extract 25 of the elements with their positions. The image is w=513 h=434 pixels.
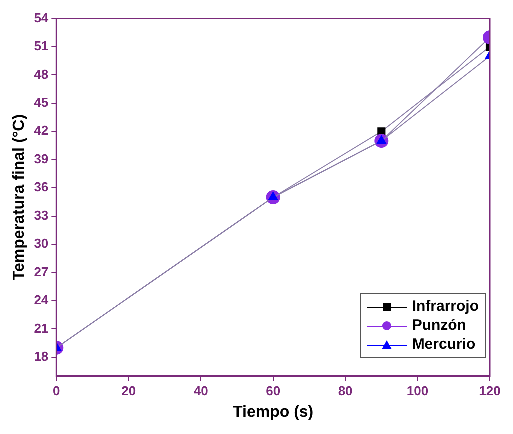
y-tick-label: 27 — [34, 264, 49, 280]
y-tick-label: 54 — [34, 10, 50, 26]
legend-label: Mercurio — [412, 335, 476, 354]
y-axis-title: Temperatura final (°C) — [11, 114, 28, 281]
y-tick-label: 42 — [34, 123, 49, 138]
y-tick-label: 33 — [34, 208, 49, 223]
x-tick-label: 120 — [479, 384, 501, 399]
y-tick-label: 39 — [34, 151, 49, 166]
y-tick-label: 30 — [34, 236, 49, 252]
x-axis-title: Tiempo (s) — [233, 404, 314, 421]
y-tick-label: 21 — [34, 320, 49, 336]
x-tick-label: 40 — [194, 384, 208, 399]
y-tick-label: 24 — [34, 292, 50, 308]
legend-label: Punzón — [412, 316, 466, 335]
y-tick-label: 48 — [34, 66, 49, 82]
x-tick-label: 80 — [338, 384, 353, 399]
y-tick-label: 51 — [34, 38, 49, 54]
x-tick-label: 20 — [122, 384, 136, 399]
x-tick-label: 60 — [266, 384, 281, 399]
x-tick-label: 0 — [53, 384, 60, 399]
x-tick-label: 100 — [406, 384, 429, 399]
y-tick-label: 18 — [34, 348, 49, 364]
y-tick-label: 36 — [34, 180, 49, 195]
legend-label: Infrarrojo — [412, 297, 479, 316]
y-tick-label: 45 — [34, 95, 49, 110]
